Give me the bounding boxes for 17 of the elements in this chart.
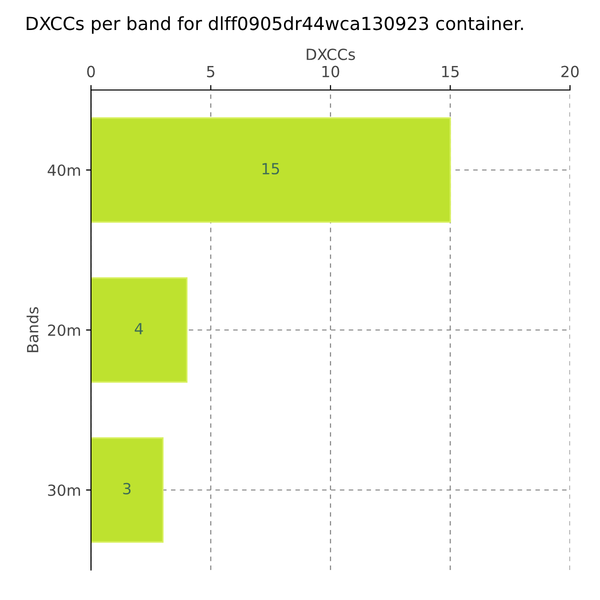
x-tick-label: 15 xyxy=(442,66,459,78)
y-tick-label: 40m xyxy=(48,164,80,176)
x-tick-label: 10 xyxy=(322,66,340,78)
y-axis-title: Bands xyxy=(26,307,38,352)
y-tick-label: 20m xyxy=(48,324,80,336)
x-tick-label: 20 xyxy=(561,66,579,78)
bar xyxy=(91,437,164,543)
data-label: 4 xyxy=(134,323,143,334)
x-tick-label: 0 xyxy=(87,66,95,78)
y-tick-label: 30m xyxy=(48,484,80,496)
bar xyxy=(91,117,451,223)
data-label: 15 xyxy=(262,163,280,174)
x-tick-label: 5 xyxy=(207,66,214,78)
chart-title: DXCCs per band for dlff0905dr44wca130923 container. xyxy=(26,16,523,34)
x-axis-title: DXCCs xyxy=(306,48,355,60)
data-label: 3 xyxy=(123,482,131,494)
bar xyxy=(91,277,188,383)
